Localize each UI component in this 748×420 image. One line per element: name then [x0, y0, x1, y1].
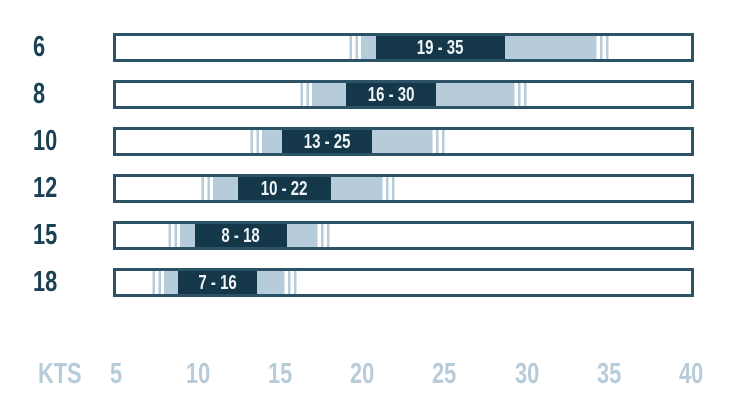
axis-tick-text: 10 [186, 357, 211, 390]
kite-size-label: 12 [33, 174, 65, 203]
axis-tick-15: 15 [250, 358, 310, 390]
bar-inner: 13 - 25 [116, 130, 691, 153]
ideal-range-box: 8 - 18 [194, 224, 287, 247]
axis-tick-10: 10 [168, 358, 228, 390]
wind-range-bar: 16 - 30 [113, 80, 694, 109]
range-fade-right [511, 83, 527, 106]
bar-inner: 10 - 22 [116, 177, 691, 200]
bar-inner: 19 - 35 [116, 36, 691, 59]
axis-tick-40: 40 [661, 358, 721, 390]
axis-tick-text: 30 [514, 357, 539, 390]
wind-range-bar: 13 - 25 [113, 127, 694, 156]
range-fade-left [296, 83, 312, 106]
kite-size-label: 6 [33, 33, 49, 62]
axis-tick-35: 35 [579, 358, 639, 390]
bar-inner: 7 - 16 [116, 271, 691, 294]
range-fade-left [346, 36, 361, 59]
kite-row-8: 8 16 - 30 [0, 80, 748, 109]
axis-tick-30: 30 [497, 358, 557, 390]
range-fade-right [314, 224, 330, 247]
axis-tick-text: 35 [596, 357, 621, 390]
range-fade-left [165, 224, 181, 247]
ideal-range-box: 13 - 25 [281, 130, 373, 153]
kite-size-text: 6 [33, 31, 46, 63]
axis-tick-text: 25 [432, 357, 457, 390]
wind-range-bar: 19 - 35 [113, 33, 694, 62]
kite-size-text: 10 [33, 125, 58, 157]
range-fade-right [380, 177, 396, 200]
axis-tick-20: 20 [332, 358, 392, 390]
kite-size-label: 8 [33, 80, 49, 109]
kite-row-10: 10 13 - 25 [0, 127, 748, 156]
wind-range-bar: 7 - 16 [113, 268, 694, 297]
wind-range-bar: 10 - 22 [113, 174, 694, 203]
range-fade-left [198, 177, 214, 200]
kite-row-18: 18 7 - 16 [0, 268, 748, 297]
range-label: 13 - 25 [303, 130, 351, 153]
range-label: 16 - 30 [367, 83, 415, 106]
kite-size-label: 15 [33, 221, 65, 250]
kite-size-label: 18 [33, 268, 65, 297]
axis-tick-text: 40 [678, 357, 704, 390]
kite-row-15: 15 8 - 18 [0, 221, 748, 250]
ideal-range-box: 7 - 16 [178, 271, 258, 294]
axis-unit-label: KTS [38, 358, 96, 390]
kite-size-text: 8 [33, 78, 46, 110]
axis-unit-text: KTS [38, 357, 82, 390]
range-fade-right [429, 130, 445, 153]
range-fade-right [281, 271, 297, 294]
kite-size-label: 10 [33, 127, 65, 156]
range-fade-left [148, 271, 164, 294]
axis-tick-text: 5 [109, 357, 123, 390]
kite-size-text: 12 [33, 172, 58, 204]
ideal-range-box: 16 - 30 [346, 83, 437, 106]
x-axis: KTS 5 10 15 20 25 30 35 40 [0, 358, 748, 390]
range-label: 7 - 16 [198, 271, 238, 294]
bar-inner: 16 - 30 [116, 83, 691, 106]
ideal-range-box: 19 - 35 [375, 36, 506, 59]
axis-tick-25: 25 [415, 358, 475, 390]
kite-row-6: 6 19 - 35 [0, 33, 748, 62]
range-label: 10 - 22 [261, 177, 308, 200]
range-fade-left [247, 130, 263, 153]
range-label: 8 - 18 [221, 224, 261, 247]
wind-range-bar: 8 - 18 [113, 221, 694, 250]
kite-size-text: 18 [33, 266, 58, 298]
axis-tick-text: 15 [268, 357, 293, 390]
range-label: 19 - 35 [417, 36, 464, 59]
bar-inner: 8 - 18 [116, 224, 691, 247]
axis-tick-text: 20 [350, 357, 375, 390]
kite-row-12: 12 10 - 22 [0, 174, 748, 203]
kite-size-text: 15 [33, 219, 58, 251]
ideal-range-box: 10 - 22 [237, 177, 332, 200]
range-fade-right [593, 36, 609, 59]
axis-tick-5: 5 [86, 358, 146, 390]
